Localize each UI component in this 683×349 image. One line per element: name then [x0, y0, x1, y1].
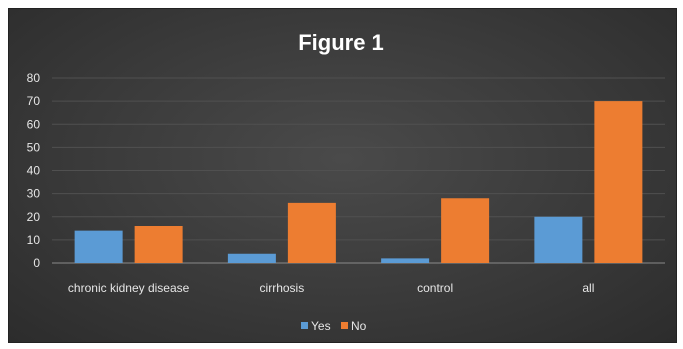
legend-label-no: No	[351, 319, 367, 333]
chart-frame	[8, 8, 677, 343]
y-tick-label: 60	[27, 117, 41, 131]
y-tick-label: 70	[27, 94, 41, 108]
y-tick-label: 30	[27, 187, 41, 201]
legend-swatch-no	[341, 322, 348, 329]
y-tick-label: 40	[27, 164, 41, 178]
legend: Yes No	[301, 319, 367, 333]
bar-no	[441, 198, 490, 263]
y-tick-label: 80	[27, 71, 41, 85]
y-tick-label: 20	[27, 210, 41, 224]
bars	[74, 101, 643, 263]
x-tick-label: chronic kidney disease	[68, 281, 190, 295]
x-tick-label: control	[417, 281, 453, 295]
bar-no	[287, 202, 336, 263]
bar-yes	[227, 253, 276, 263]
x-tick-label: cirrhosis	[260, 281, 305, 295]
bar-yes	[534, 216, 583, 263]
legend-swatch-yes	[301, 322, 308, 329]
legend-label-yes: Yes	[311, 319, 331, 333]
y-tick-label: 0	[33, 256, 40, 270]
bar-no	[594, 101, 643, 263]
chart-title: Figure 1	[298, 30, 384, 55]
bar-yes	[74, 230, 123, 263]
bar-no	[134, 226, 183, 263]
y-axis: 0 10 20 30 40 50 60 70 80	[27, 71, 41, 270]
y-tick-label: 10	[27, 233, 41, 247]
y-tick-label: 50	[27, 140, 41, 154]
bar-yes	[381, 258, 430, 263]
x-axis: chronic kidney disease cirrhosis control al…	[68, 281, 594, 295]
x-tick-label: all	[582, 281, 594, 295]
